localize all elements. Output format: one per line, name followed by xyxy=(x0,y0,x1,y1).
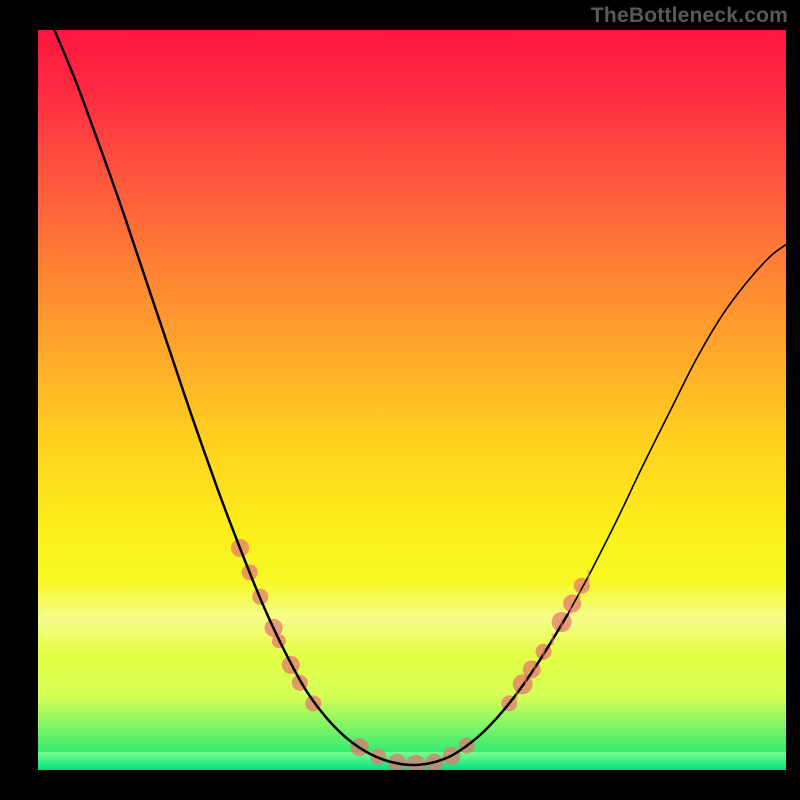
dot-cluster-group xyxy=(231,539,590,770)
plot-area xyxy=(38,30,786,770)
main-curve-thick xyxy=(54,30,567,765)
cluster-dot xyxy=(563,595,581,613)
watermark-text: TheBottleneck.com xyxy=(591,4,788,28)
chart-frame: TheBottleneck.com xyxy=(0,0,800,800)
cluster-dot xyxy=(574,578,590,594)
curve-layer xyxy=(38,30,786,770)
main-curve-thin xyxy=(568,245,786,615)
cluster-dot xyxy=(406,755,426,770)
